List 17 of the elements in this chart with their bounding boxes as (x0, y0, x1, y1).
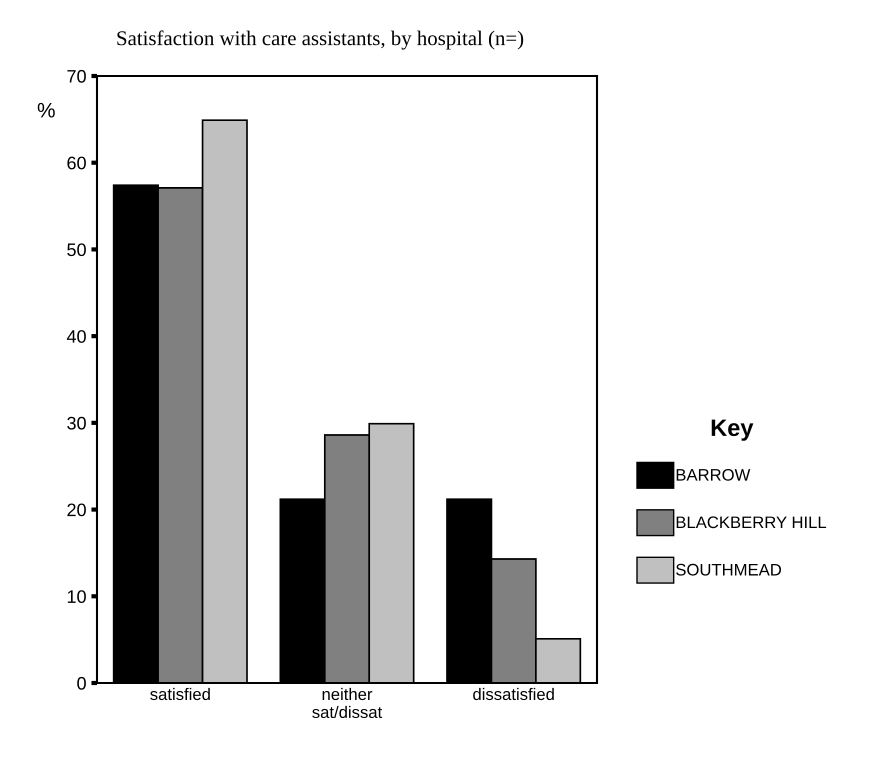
legend-label: BLACKBERRY HILL (676, 516, 826, 528)
y-tick-label: 0 (77, 676, 86, 690)
x-tick-label: neither sat/dissat (312, 688, 382, 718)
y-tick-label: 50 (67, 243, 86, 256)
y-tick-label: 60 (67, 156, 86, 170)
x-tick-label: dissatisfied (473, 688, 554, 700)
y-tick-label: 40 (66, 330, 86, 343)
legend-title: Key (712, 420, 754, 441)
legend-label: SOUTHMEAD (676, 564, 782, 576)
legend-label: BARROW (676, 468, 750, 481)
y-tick-label: 70 (67, 70, 86, 83)
y-tick-label: 30 (67, 416, 86, 430)
x-tick-label: satisfied (150, 688, 210, 700)
y-axis-title: % (38, 102, 55, 118)
y-tick-label: 10 (68, 590, 86, 604)
y-tick-label: 20 (67, 504, 86, 516)
chart-title: Satisfaction with care assistants, by hospital (n=) (117, 30, 524, 50)
